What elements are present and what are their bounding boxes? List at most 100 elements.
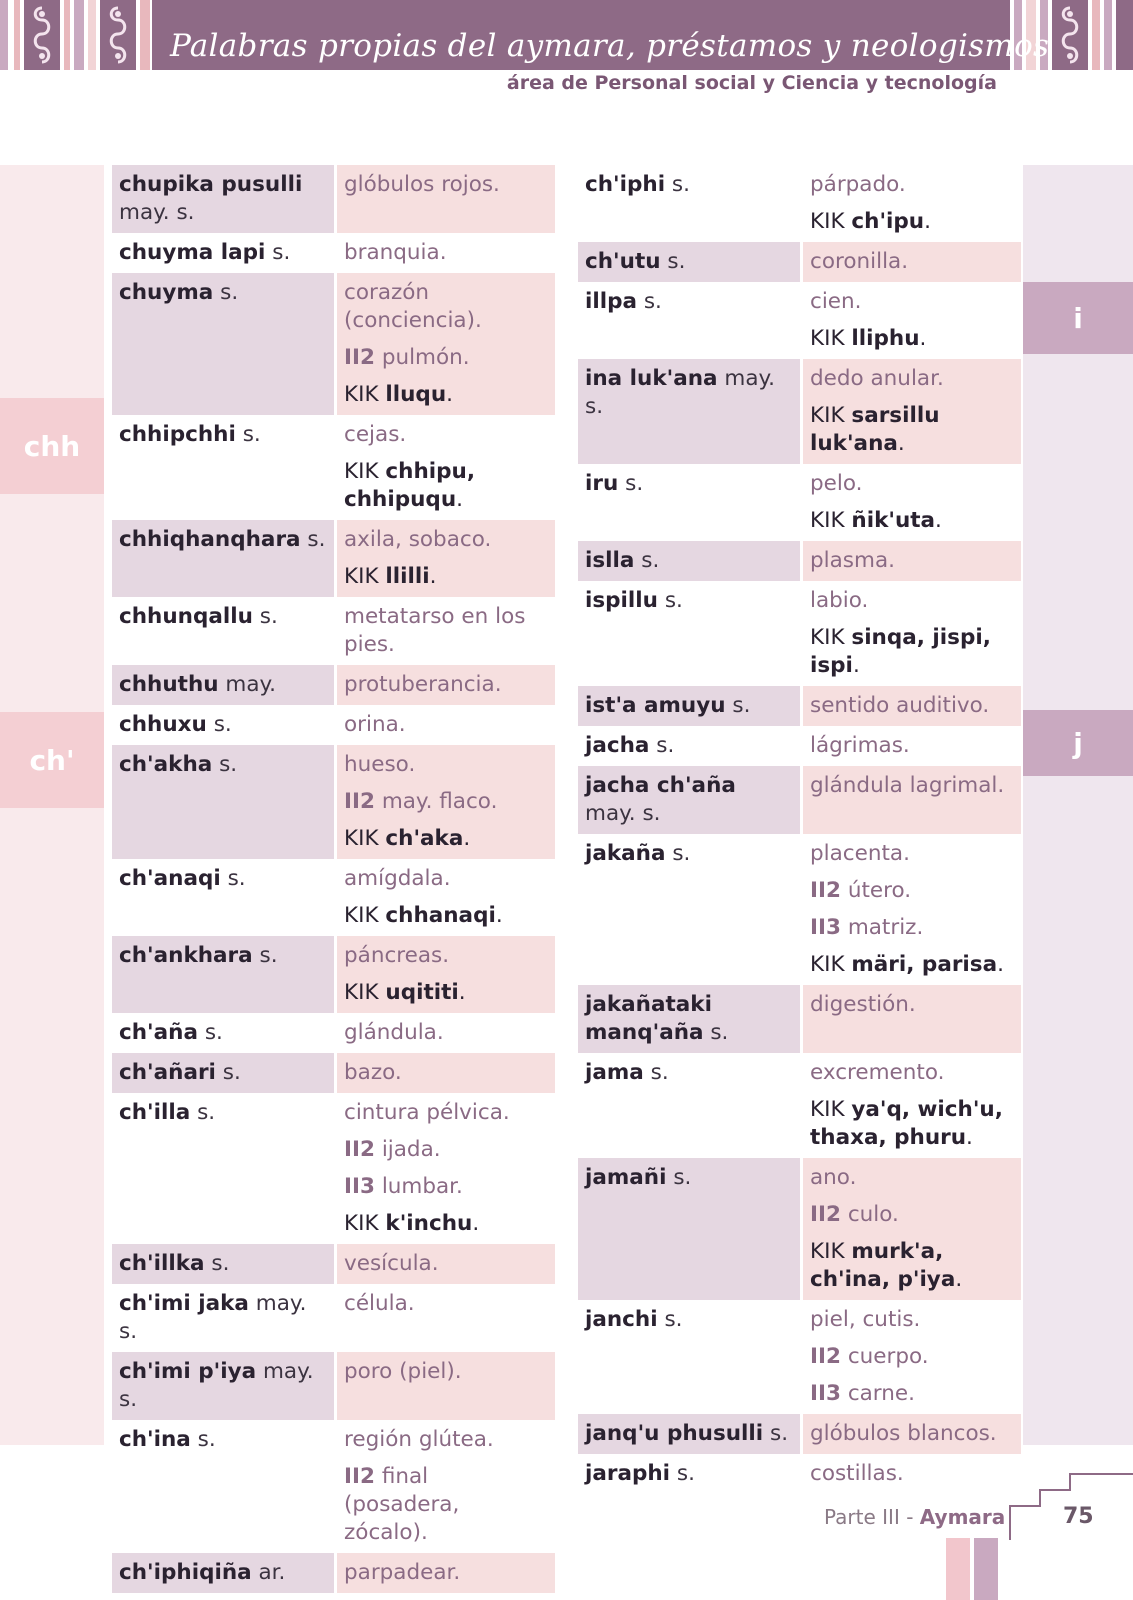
definition-line: II3 lumbar. xyxy=(344,1173,548,1201)
entry-definition: branquia. xyxy=(337,233,555,273)
kik-label: KIK xyxy=(810,209,845,234)
entry-definition: piel, cutis. II2 cuerpo. II3 carne. xyxy=(803,1300,1021,1414)
definition-line: bazo. xyxy=(344,1060,402,1085)
definition-line: plasma. xyxy=(810,548,895,573)
entry-term: jacha ch'aña may. s. xyxy=(578,766,800,834)
entry-word: chhuthu xyxy=(119,672,219,697)
entry-definition: páncreas. KIK uqititi. xyxy=(337,936,555,1013)
entry-definition: axila, sobaco. KIK llilli. xyxy=(337,520,555,597)
entry-word: ist'a amuyu xyxy=(585,693,726,718)
sense-text: cuerpo. xyxy=(847,1344,929,1369)
header-band: Palabras propias del aymara, préstamos y… xyxy=(0,0,1133,70)
entry-grammar: s. xyxy=(676,1461,695,1486)
kik-words: ch'aka xyxy=(385,826,464,851)
entry-term: ispillu s. xyxy=(578,581,800,686)
entry-grammar: may. s. xyxy=(119,200,195,225)
entry-grammar: s. xyxy=(664,1307,683,1332)
footer-language: Aymara xyxy=(919,1505,1006,1529)
glossary-entry: jama s. excremento. KIK ya'q, wich'u, thax… xyxy=(578,1053,1021,1158)
definition-line: II2 útero. xyxy=(810,877,1014,905)
definition-line: parpadear. xyxy=(344,1560,461,1585)
entry-grammar: ar. xyxy=(258,1560,286,1585)
glossary-entry: janq'u phusulli s. glóbulos blancos. xyxy=(578,1414,1021,1454)
entry-grammar: s. xyxy=(650,1060,669,1085)
entry-term: chhiqhanqhara s. xyxy=(112,520,334,597)
entry-word: jakaña xyxy=(585,841,666,866)
entry-definition: hueso. II2 may. flaco. KIK ch'aka. xyxy=(337,745,555,859)
glossary-entry: chuyma s. corazón (conciencia). II2 pulmón… xyxy=(112,273,555,415)
entry-grammar: s. xyxy=(625,471,644,496)
page-title: Palabras propias del aymara, préstamos y… xyxy=(170,28,1050,64)
entry-word: jacha xyxy=(585,733,650,758)
definition-line: piel, cutis. xyxy=(810,1307,921,1332)
definition-line: II2 final (posadera, zócalo). xyxy=(344,1463,548,1547)
sense-text: culo. xyxy=(847,1202,899,1227)
kik-label: KIK xyxy=(344,382,379,407)
entry-word: ispillu xyxy=(585,588,658,613)
glossary-entry: jaraphi s. costillas. xyxy=(578,1454,1021,1494)
kik-words: lluqu xyxy=(385,382,447,407)
sense-number: II2 xyxy=(344,789,375,814)
entry-definition: coronilla. xyxy=(803,242,1021,282)
entry-grammar: s. xyxy=(204,1020,223,1045)
entry-term: ch'anaqi s. xyxy=(112,859,334,936)
entry-word: janchi xyxy=(585,1307,658,1332)
entry-term: ch'iphi s. xyxy=(578,165,800,242)
definition-line: amígdala. xyxy=(344,866,451,891)
footer-step-line xyxy=(1009,1473,1133,1540)
entry-term: ch'imi jaka may. s. xyxy=(112,1284,334,1352)
sense-text: carne. xyxy=(847,1381,915,1406)
entry-definition: cintura pélvica. II2 ijada. II3 lumbar. KIK… xyxy=(337,1093,555,1244)
entry-definition: poro (piel). xyxy=(337,1352,555,1420)
entry-term: ch'utu s. xyxy=(578,242,800,282)
entry-grammar: s. xyxy=(211,1251,230,1276)
entry-definition: sentido auditivo. xyxy=(803,686,1021,726)
letter-tab-j: j xyxy=(1023,710,1133,776)
footer-bar xyxy=(974,1538,998,1600)
definition-line: digestión. xyxy=(810,992,916,1017)
entry-definition: lágrimas. xyxy=(803,726,1021,766)
entry-grammar: s. xyxy=(259,604,278,629)
glossary-entry: jacha s. lágrimas. xyxy=(578,726,1021,766)
entry-grammar: s. xyxy=(656,733,675,758)
entry-term: jacha s. xyxy=(578,726,800,766)
glossary-entry: jakaña s. placenta. II2 útero. II3 matriz. K… xyxy=(578,834,1021,985)
glossary-entry: ch'iphi s. párpado. KIK ch'ipu. xyxy=(578,165,1021,242)
kik-words: ñik'uta xyxy=(851,508,936,533)
entry-grammar: s. xyxy=(220,280,239,305)
glossary-entry: jacha ch'aña may. s. glándula lagrimal. xyxy=(578,766,1021,834)
entry-definition: ano. II2 culo. KIK murk'a, ch'ina, p'iya. xyxy=(803,1158,1021,1300)
entry-definition: párpado. KIK ch'ipu. xyxy=(803,165,1021,242)
definition-line: KIK k'inchu. xyxy=(344,1211,480,1236)
definition-line: II2 may. flaco. xyxy=(344,788,548,816)
entry-word: ch'anaqi xyxy=(119,866,221,891)
entry-definition: excremento. KIK ya'q, wich'u, thaxa, phur… xyxy=(803,1053,1021,1158)
letter-tab-ch-apostrophe: ch' xyxy=(0,712,104,808)
footer-bar xyxy=(946,1538,970,1600)
glossary-entry: chuyma lapi s. branquia. xyxy=(112,233,555,273)
glossary-entry: ch'anaqi s. amígdala. KIK chhanaqi. xyxy=(112,859,555,936)
entry-definition: placenta. II2 útero. II3 matriz. KIK märi, … xyxy=(803,834,1021,985)
entry-term: illpa s. xyxy=(578,282,800,359)
entry-word: ch'illka xyxy=(119,1251,205,1276)
letter-tab-chh: chh xyxy=(0,398,104,494)
glossary-entry: ch'aña s. glándula. xyxy=(112,1013,555,1053)
glossary-entry: chhunqallu s. metatarso en los pies. xyxy=(112,597,555,665)
definition-line: orina. xyxy=(344,712,406,737)
entry-grammar: s. xyxy=(673,1165,692,1190)
entry-word: ch'aña xyxy=(119,1020,198,1045)
title-bar xyxy=(152,0,1010,70)
entry-term: chhunqallu s. xyxy=(112,597,334,665)
glossary-entry: chhipchhi s. cejas. KIK chhipu, chhipuqu. xyxy=(112,415,555,520)
definition-line: cintura pélvica. xyxy=(344,1100,510,1125)
definition-line: poro (piel). xyxy=(344,1359,462,1384)
definition-line: costillas. xyxy=(810,1461,904,1486)
definition-line: protuberancia. xyxy=(344,672,502,697)
definition-line: glóbulos rojos. xyxy=(344,172,500,197)
entry-definition: digestión. xyxy=(803,985,1021,1053)
entry-grammar: may. s. xyxy=(585,801,661,826)
glossary-entry: ist'a amuyu s. sentido auditivo. xyxy=(578,686,1021,726)
kik-label: KIK xyxy=(344,564,379,589)
entry-word: ch'illa xyxy=(119,1100,191,1125)
entry-word: chupika pusulli xyxy=(119,172,303,197)
